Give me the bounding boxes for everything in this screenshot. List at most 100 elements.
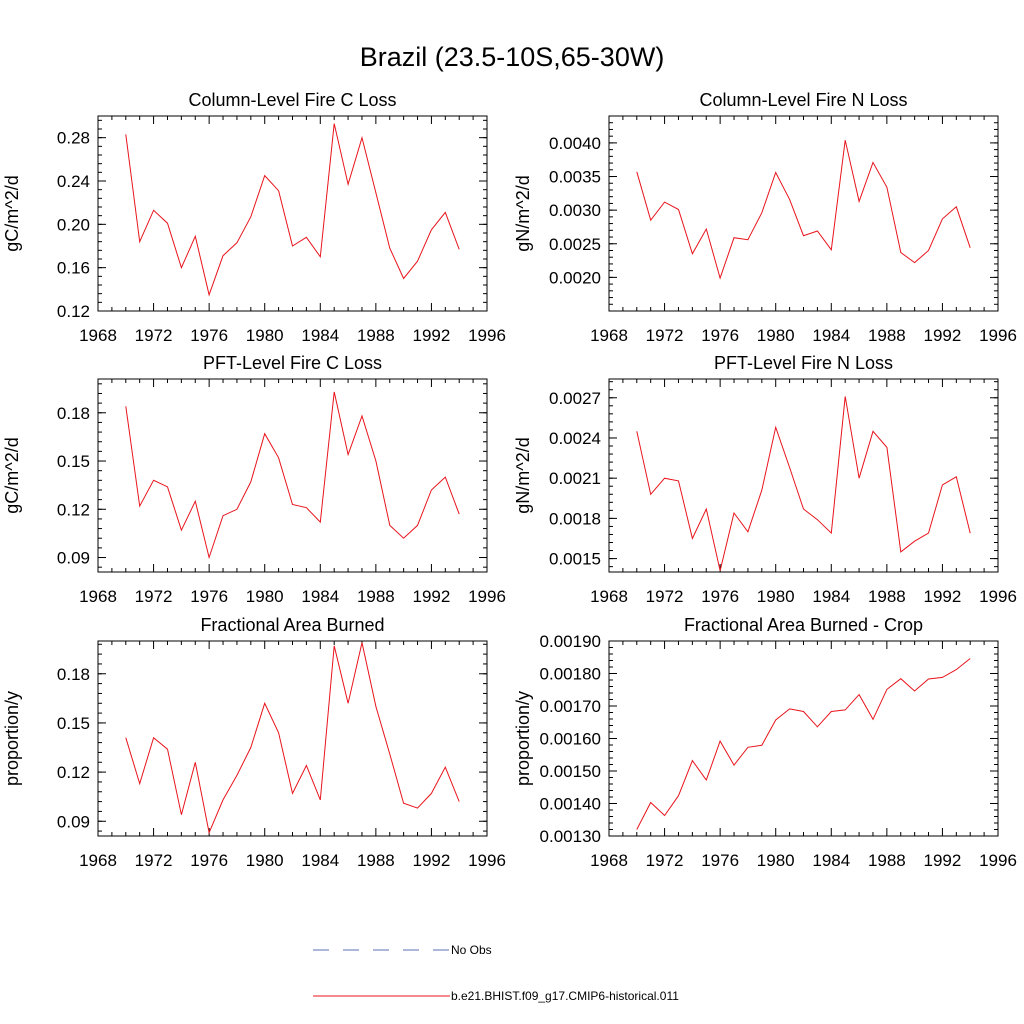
y-axis-label: proportion/y: [513, 691, 533, 786]
x-tick-label: 1976: [190, 326, 228, 345]
x-tick-label: 1972: [135, 851, 173, 870]
x-tick-label: 1984: [812, 851, 850, 870]
y-tick-label: 0.0030: [549, 201, 601, 220]
x-tick-label: 1972: [135, 326, 173, 345]
x-tick-label: 1968: [590, 587, 628, 606]
y-axis-label: gN/m^2/d: [513, 437, 533, 513]
y-tick-label: 0.15: [57, 452, 90, 471]
y-tick-label: 0.18: [57, 404, 90, 423]
panel-title: PFT-Level Fire N Loss: [714, 353, 893, 373]
y-tick-label: 0.00140: [540, 795, 601, 814]
x-tick-label: 1996: [468, 587, 506, 606]
series-line: [125, 123, 460, 297]
y-tick-label: 0.00150: [540, 762, 601, 781]
chart-panel-2: Column-Level Fire N Loss gN/m^2/d 1968 1972…: [513, 90, 1017, 345]
y-tick-label: 0.0020: [549, 268, 601, 287]
y-axis-label: proportion/y: [2, 691, 22, 786]
x-tick-label: 1972: [135, 587, 173, 606]
x-tick-label: 1972: [646, 851, 684, 870]
y-tick-label: 0.09: [57, 812, 90, 831]
y-axis-label: gN/m^2/d: [513, 175, 533, 251]
x-tick-label: 1968: [79, 851, 117, 870]
x-tick-label: 1980: [757, 326, 795, 345]
x-tick-label: 1980: [757, 851, 795, 870]
y-tick-label: 0.0021: [549, 469, 601, 488]
y-tick-label: 0.28: [57, 129, 90, 148]
x-tick-label: 1996: [979, 326, 1017, 345]
x-tick-label: 1988: [357, 587, 395, 606]
y-tick-label: 0.24: [57, 172, 90, 191]
x-tick-label: 1976: [190, 851, 228, 870]
x-tick-label: 1972: [646, 587, 684, 606]
x-tick-label: 1996: [468, 851, 506, 870]
y-axis-label: gC/m^2/d: [2, 437, 22, 513]
x-tick-label: 1980: [246, 851, 284, 870]
x-tick-label: 1992: [413, 851, 451, 870]
panel-title: Column-Level Fire N Loss: [699, 90, 907, 110]
series-line: [125, 642, 460, 835]
panel-title: Fractional Area Burned: [200, 615, 384, 635]
x-tick-label: 1992: [924, 587, 962, 606]
series-line: [125, 391, 460, 560]
x-tick-label: 1992: [924, 326, 962, 345]
x-tick-label: 1976: [190, 587, 228, 606]
y-tick-label: 0.00160: [540, 730, 601, 749]
y-tick-label: 0.00190: [540, 632, 601, 651]
y-tick-label: 0.09: [57, 549, 90, 568]
x-tick-label: 1984: [301, 851, 339, 870]
y-tick-label: 0.0035: [549, 168, 601, 187]
y-tick-label: 0.12: [57, 763, 90, 782]
y-tick-label: 0.0018: [549, 509, 601, 528]
x-tick-label: 1996: [979, 587, 1017, 606]
y-tick-label: 0.00170: [540, 697, 601, 716]
x-tick-label: 1984: [812, 587, 850, 606]
chart-panel-5: Fractional Area Burned proportion/y 1968 19…: [2, 615, 506, 870]
y-tick-label: 0.16: [57, 259, 90, 278]
panel-title: Fractional Area Burned - Crop: [684, 615, 923, 635]
y-tick-label: 0.12: [57, 302, 90, 321]
y-tick-label: 0.20: [57, 215, 90, 234]
x-tick-label: 1968: [590, 851, 628, 870]
plot-frame: [97, 640, 488, 837]
series-line: [636, 396, 971, 571]
plot-frame: [608, 640, 999, 837]
x-tick-label: 1988: [357, 851, 395, 870]
plot-frame: [608, 115, 999, 312]
y-tick-label: 0.15: [57, 714, 90, 733]
chart-panel-6: Fractional Area Burned - Crop proportion/…: [513, 615, 1017, 870]
x-tick-label: 1984: [301, 587, 339, 606]
x-tick-label: 1984: [812, 326, 850, 345]
x-tick-label: 1968: [590, 326, 628, 345]
x-tick-label: 1992: [413, 587, 451, 606]
panel-title: PFT-Level Fire C Loss: [203, 353, 382, 373]
x-tick-label: 1984: [301, 326, 339, 345]
y-tick-label: 0.12: [57, 500, 90, 519]
plot-frame: [97, 378, 488, 573]
x-tick-label: 1976: [701, 851, 739, 870]
x-tick-label: 1968: [79, 326, 117, 345]
y-tick-label: 0.00130: [540, 827, 601, 846]
chart-panel-1: Column-Level Fire C Loss gC/m^2/d 1968 1972…: [2, 90, 506, 345]
x-tick-label: 1996: [468, 326, 506, 345]
figure-title: Brazil (23.5-10S,65-30W): [360, 42, 665, 72]
y-tick-label: 0.18: [57, 665, 90, 684]
x-tick-label: 1968: [79, 587, 117, 606]
x-tick-label: 1976: [701, 587, 739, 606]
y-tick-label: 0.0040: [549, 134, 601, 153]
panels: Column-Level Fire C Loss gC/m^2/d 1968 1972…: [2, 90, 1017, 870]
legend-model-label: b.e21.BHIST.f09_g17.CMIP6-historical.011: [451, 989, 679, 1003]
panel-title: Column-Level Fire C Loss: [188, 90, 396, 110]
x-tick-label: 1988: [868, 851, 906, 870]
x-tick-label: 1976: [701, 326, 739, 345]
y-tick-label: 0.0027: [549, 389, 601, 408]
x-tick-label: 1988: [868, 587, 906, 606]
y-tick-label: 0.00180: [540, 665, 601, 684]
x-tick-label: 1980: [246, 326, 284, 345]
legend: No Obs b.e21.BHIST.f09_g17.CMIP6-histori…: [313, 943, 679, 1003]
x-tick-label: 1996: [979, 851, 1017, 870]
chart-panel-3: PFT-Level Fire C Loss gC/m^2/d 1968 1972 197…: [2, 353, 506, 606]
x-tick-label: 1988: [868, 326, 906, 345]
series-line: [636, 658, 971, 830]
y-axis-label: gC/m^2/d: [2, 175, 22, 251]
